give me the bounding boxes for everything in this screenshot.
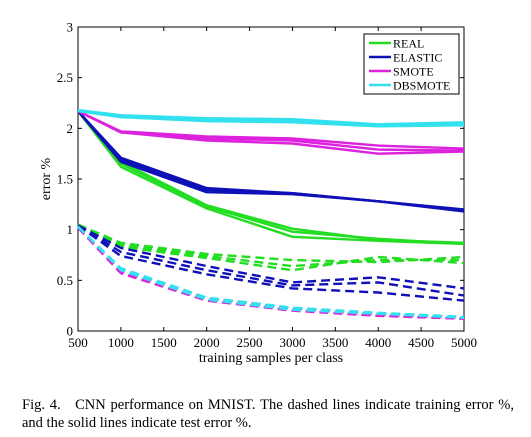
legend-label-elastic: ELASTIC bbox=[393, 51, 442, 65]
figure-caption: Fig. 4. CNN performance on MNIST. The da… bbox=[22, 396, 514, 432]
y-tick-label-2: 1 bbox=[67, 222, 74, 237]
series-line-elastic-train-16 bbox=[77, 224, 465, 297]
series-line-real-train-14 bbox=[77, 223, 465, 264]
legend-label-smote: SMOTE bbox=[393, 65, 434, 79]
x-tick-label-3: 2000 bbox=[194, 335, 220, 350]
legend-label-dbsmote: DBSMOTE bbox=[393, 79, 450, 93]
series-line-dbsmote-test-11 bbox=[77, 108, 465, 126]
caption-label: Fig. 4. bbox=[22, 397, 61, 413]
x-tick-label-6: 3500 bbox=[322, 335, 348, 350]
legend-label-real: REAL bbox=[393, 37, 424, 51]
series-line-real-train-12 bbox=[77, 223, 465, 272]
series-line-real-test-2 bbox=[77, 110, 465, 244]
series-line-smote-test-8 bbox=[77, 110, 465, 150]
y-tick-label-6: 3 bbox=[67, 20, 74, 35]
x-tick-label-4: 2500 bbox=[237, 335, 263, 350]
y-tick-label-0: 0 bbox=[67, 324, 74, 339]
y-axis-label: error % bbox=[39, 157, 54, 200]
x-axis-label: training samples per class bbox=[199, 351, 343, 366]
y-tick-label-3: 1.5 bbox=[57, 172, 73, 187]
x-tick-label-1: 1000 bbox=[108, 335, 134, 350]
x-tick-label-7: 4000 bbox=[365, 335, 391, 350]
caption-text: CNN performance on MNIST. The dashed lin… bbox=[22, 397, 518, 431]
series-line-dbsmote-train-21 bbox=[77, 225, 465, 318]
series-line-elastic-test-5 bbox=[77, 110, 465, 211]
y-tick-label-1: 0.5 bbox=[57, 273, 73, 288]
series-line-elastic-train-17 bbox=[77, 224, 465, 290]
x-tick-label-5: 3000 bbox=[279, 335, 305, 350]
y-tick-label-5: 2.5 bbox=[57, 70, 73, 85]
line-chart: 500 1000 1500 2000 2500 3000 3500 4000 4500 5000 0… bbox=[39, 20, 477, 367]
series-line-elastic-train-15 bbox=[77, 224, 465, 302]
x-tick-label-9: 5000 bbox=[451, 335, 477, 350]
x-tick-label-8: 4500 bbox=[408, 335, 434, 350]
y-tick-label-4: 2 bbox=[67, 121, 74, 136]
x-tick-label-0: 500 bbox=[68, 335, 88, 350]
x-tick-label-2: 1500 bbox=[151, 335, 177, 350]
